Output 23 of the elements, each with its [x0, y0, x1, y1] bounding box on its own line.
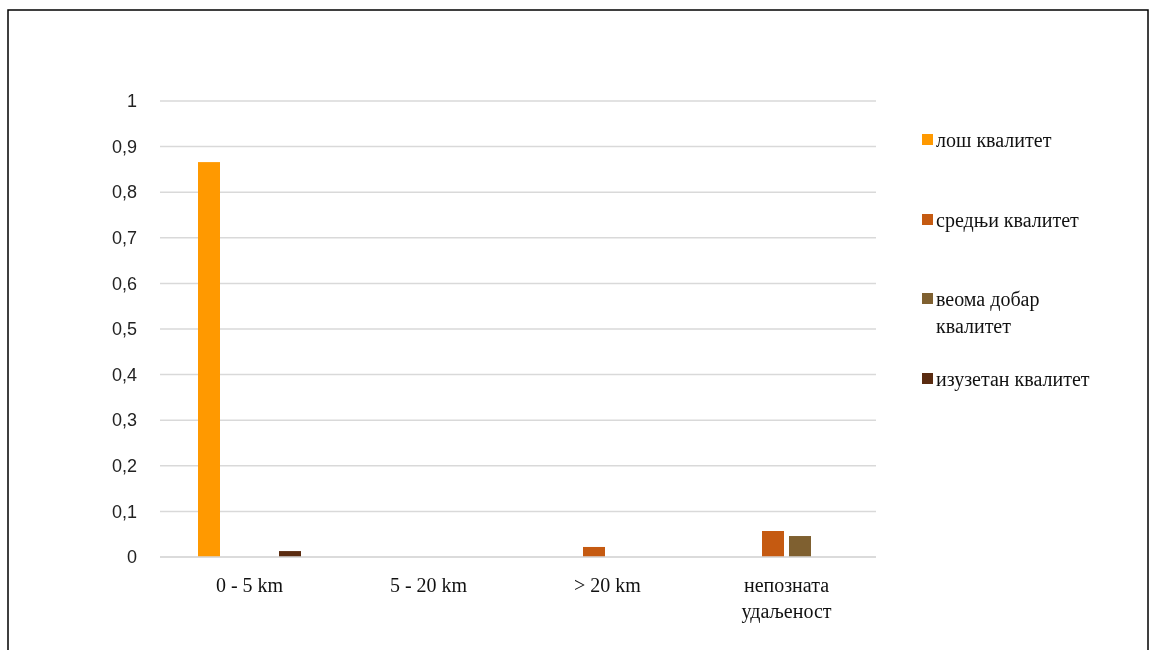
y-tick-label: 0,9: [111, 136, 137, 157]
y-tick-label: 1: [126, 91, 137, 112]
bar: [789, 536, 811, 557]
y-tick-label: 0,3: [111, 410, 137, 431]
y-tick-label: 0,7: [111, 228, 137, 249]
legend-label: веома добар квалитет: [936, 288, 1040, 337]
legend-label: изузетан квалитет: [936, 368, 1090, 391]
legend-label: средњи квалитет: [936, 209, 1080, 232]
y-tick-label: 0: [126, 547, 137, 568]
legend-label: лош квалитет: [936, 129, 1052, 151]
x-tick-label: непозната удаљеност: [741, 574, 832, 623]
y-tick-label: 0,2: [111, 456, 137, 477]
y-tick-label: 0,8: [111, 182, 137, 203]
y-tick-label: 0,5: [111, 319, 137, 340]
y-tick-label: 0,4: [111, 364, 137, 385]
y-tick-label: 0,6: [111, 273, 137, 294]
bar: [583, 546, 605, 557]
bar: [198, 162, 220, 557]
bar: [762, 531, 784, 557]
x-tick-label: 5 - 20 km: [389, 574, 468, 596]
y-tick-label: 0,1: [111, 501, 137, 522]
x-tick-label: 0 - 5 km: [215, 574, 284, 596]
x-tick-label: > 20 km: [574, 574, 642, 596]
